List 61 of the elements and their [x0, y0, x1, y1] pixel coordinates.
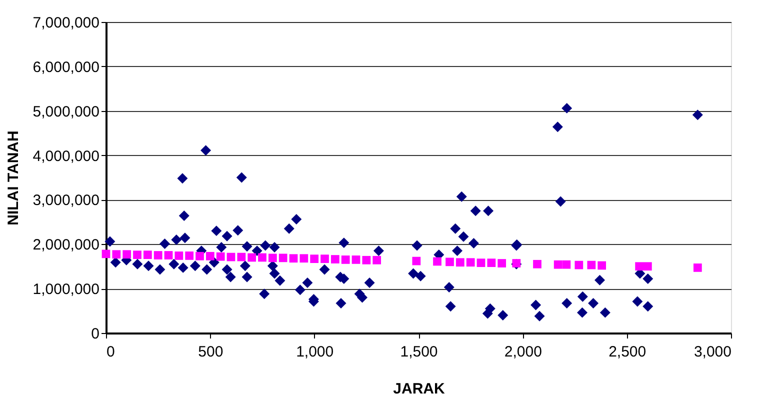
point: [226, 252, 236, 262]
point: [143, 250, 152, 259]
x-tick-label: 1,000: [296, 344, 334, 360]
y-tick-label: 3,000,000: [32, 192, 100, 210]
point: [289, 254, 298, 263]
x-tick-label: 2,500: [608, 344, 646, 360]
x-tick-label: 2,000: [504, 344, 542, 360]
point: [635, 262, 644, 271]
y-tick-label: 0: [91, 326, 100, 342]
point: [122, 250, 132, 259]
point: [341, 256, 350, 264]
point: [598, 261, 606, 270]
y-tick-label: 2,000,000: [32, 236, 100, 254]
point: [476, 258, 486, 267]
point: [456, 258, 464, 267]
point: [352, 256, 360, 264]
point: [587, 260, 596, 270]
x-tick-label: 1,500: [400, 344, 438, 360]
point: [196, 252, 204, 260]
point: [487, 258, 496, 267]
point: [300, 254, 308, 263]
y-tick-label: 6,000,000: [32, 58, 100, 76]
point: [498, 259, 506, 268]
point: [330, 255, 340, 264]
point: [693, 264, 702, 272]
y-axis-title: NILAI TANAH: [4, 130, 22, 226]
point: [412, 256, 421, 266]
point: [206, 252, 214, 260]
point: [362, 256, 371, 264]
point: [268, 254, 277, 262]
point: [154, 251, 162, 260]
point: [554, 260, 562, 269]
point: [102, 250, 110, 258]
point: [216, 252, 225, 261]
point: [433, 257, 442, 266]
y-tick-label: 4,000,000: [32, 148, 100, 165]
point: [248, 253, 256, 262]
point: [372, 256, 382, 264]
point: [174, 252, 184, 260]
y-tick-label: 7,000,000: [32, 14, 100, 32]
point: [533, 260, 542, 268]
point: [112, 250, 121, 259]
point: [562, 260, 571, 269]
y-tick-label: 1,000,000: [32, 281, 100, 298]
point: [278, 254, 288, 262]
point: [320, 254, 329, 263]
point: [164, 251, 173, 260]
point: [574, 260, 584, 270]
point: [237, 252, 246, 262]
y-tick-label: 5,000,000: [32, 103, 100, 120]
point: [643, 262, 652, 271]
point: [466, 258, 475, 267]
point: [133, 250, 142, 259]
x-axis-title: JARAK: [393, 380, 445, 398]
x-tick-label: 3,000: [694, 344, 732, 360]
point: [310, 254, 319, 263]
point: [185, 252, 194, 260]
x-tick-label: 0: [106, 344, 115, 360]
point: [446, 258, 454, 266]
point: [258, 253, 266, 262]
x-tick-label: 500: [198, 344, 224, 360]
